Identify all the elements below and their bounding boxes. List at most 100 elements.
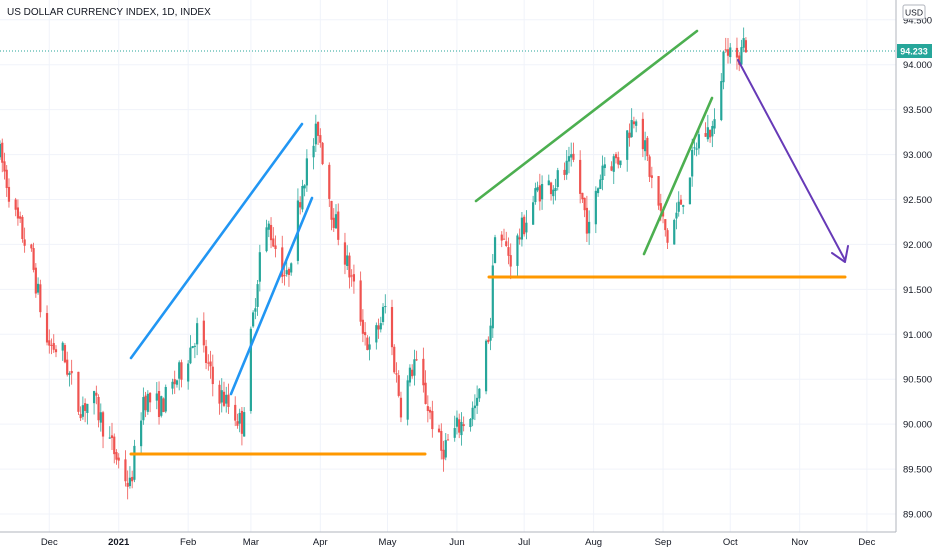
candle-body	[50, 344, 53, 346]
candle-body	[682, 205, 685, 207]
candle-body	[207, 362, 210, 364]
candle-body	[626, 130, 629, 160]
candle-body	[61, 342, 64, 351]
candle-body	[364, 332, 367, 336]
candle-body	[366, 337, 369, 351]
candle-body	[428, 409, 432, 413]
candle-body	[189, 347, 192, 364]
candle-body	[350, 275, 353, 277]
candle-body	[446, 439, 450, 441]
candle-body	[540, 184, 544, 200]
candle-body	[84, 403, 87, 411]
candle-body	[30, 244, 33, 249]
candle-body	[518, 237, 521, 240]
purple-arrow-head	[831, 245, 849, 263]
candle-body	[646, 137, 649, 157]
time-tick-label: Aug	[585, 537, 602, 548]
candle-body	[23, 239, 26, 246]
candle-body	[334, 214, 338, 229]
candle-body	[274, 245, 277, 250]
candle-body	[583, 197, 586, 211]
candle-body	[225, 394, 228, 404]
candle-body	[742, 38, 745, 48]
candle-body	[77, 371, 80, 412]
candle-body	[706, 127, 709, 140]
candle-body	[399, 397, 403, 418]
candle-body	[48, 340, 51, 346]
candle-body	[507, 247, 510, 256]
candle-body	[579, 159, 582, 194]
candle-body	[397, 375, 400, 396]
candle-body	[473, 405, 476, 409]
candle-body	[547, 180, 550, 186]
candle-body	[375, 325, 378, 343]
candle-body	[437, 428, 441, 433]
time-tick-label: Jul	[518, 537, 530, 548]
candle-body	[269, 224, 273, 241]
candle-body	[565, 160, 568, 175]
candle-body	[431, 411, 434, 430]
candle-body	[0, 143, 2, 158]
candle-body	[79, 414, 82, 419]
candlestick-series	[0, 27, 748, 500]
candle-body	[236, 421, 239, 426]
time-tick-label: Feb	[180, 537, 196, 548]
candle-body	[204, 346, 208, 363]
candle-body	[469, 418, 472, 428]
candle-body	[173, 379, 176, 385]
green-wedge-lower	[642, 96, 714, 256]
candle-body	[711, 125, 714, 137]
candle-body	[115, 452, 118, 460]
candle-body	[238, 412, 241, 424]
candle-body	[648, 156, 651, 177]
last-price-value: 94.233	[900, 47, 928, 57]
candle-body	[249, 328, 252, 412]
candle-body	[101, 412, 105, 437]
price-tick-label: 89.000	[903, 510, 932, 521]
candle-body	[128, 477, 132, 487]
candle-body	[720, 81, 723, 121]
candle-body	[619, 160, 622, 166]
candle-body	[222, 391, 226, 406]
candle-body	[265, 227, 268, 252]
time-tick-label: Dec	[858, 537, 875, 548]
candle-body	[314, 123, 317, 145]
candle-body	[726, 49, 730, 56]
trend-drawings	[129, 29, 849, 456]
candle-body	[612, 156, 615, 172]
candle-body	[108, 437, 111, 439]
price-tick-label: 93.000	[903, 150, 932, 161]
candle-body	[695, 148, 698, 150]
price-axis-background	[897, 0, 932, 532]
candle-body	[509, 255, 512, 267]
candle-body	[476, 397, 479, 406]
candle-body	[220, 390, 223, 403]
candle-body	[368, 344, 371, 350]
candle-body	[252, 312, 255, 327]
candle-body	[688, 177, 692, 205]
candle-body	[126, 482, 129, 487]
candle-body	[240, 410, 244, 434]
candle-body	[390, 307, 394, 348]
candle-body	[287, 268, 291, 275]
candle-body	[740, 47, 743, 65]
candle-body	[422, 358, 425, 386]
candle-body	[92, 391, 96, 404]
green-wedge-upper	[474, 29, 699, 203]
candle-body	[478, 388, 481, 399]
candle-body	[630, 120, 633, 138]
time-tick-label: Nov	[791, 537, 808, 548]
candle-body	[160, 396, 163, 416]
candle-body	[34, 267, 37, 294]
candle-body	[603, 164, 606, 169]
candle-body	[142, 397, 145, 421]
candle-body	[525, 222, 528, 233]
currency-badge[interactable]	[902, 4, 926, 20]
candle-body	[458, 419, 461, 433]
candle-body	[664, 219, 667, 231]
candle-body	[659, 203, 662, 211]
candle-body	[164, 386, 167, 412]
candle-body	[534, 188, 537, 203]
